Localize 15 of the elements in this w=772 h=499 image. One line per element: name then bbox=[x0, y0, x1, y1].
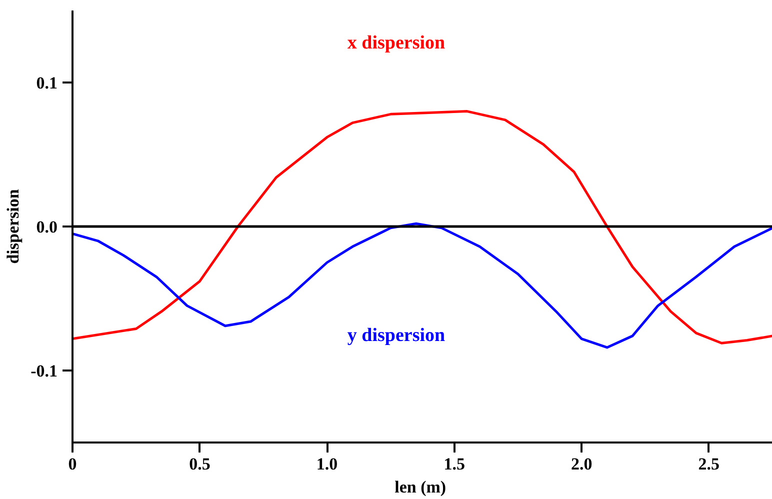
y-tick-label: -0.1 bbox=[30, 362, 58, 380]
text: y dispersion bbox=[347, 325, 446, 346]
y-tick-label: 0.1 bbox=[36, 74, 58, 92]
line-series bbox=[72, 110, 772, 344]
x-tick-label: 0.5 bbox=[189, 454, 210, 474]
x-axis-title: len (m) bbox=[394, 478, 446, 496]
x-tick-label: 1.5 bbox=[444, 454, 465, 474]
text: x dispersion bbox=[347, 32, 446, 54]
y-tick-label: 0.0 bbox=[36, 218, 58, 236]
x-tick-label: 2.0 bbox=[570, 454, 592, 474]
y-axis-title: dispersion bbox=[4, 188, 23, 264]
x-tick-label: 0 bbox=[68, 454, 77, 474]
x-tick-label: 1.0 bbox=[316, 454, 338, 474]
line-series bbox=[72, 222, 772, 349]
x-tick-label: 2.5 bbox=[698, 454, 720, 474]
